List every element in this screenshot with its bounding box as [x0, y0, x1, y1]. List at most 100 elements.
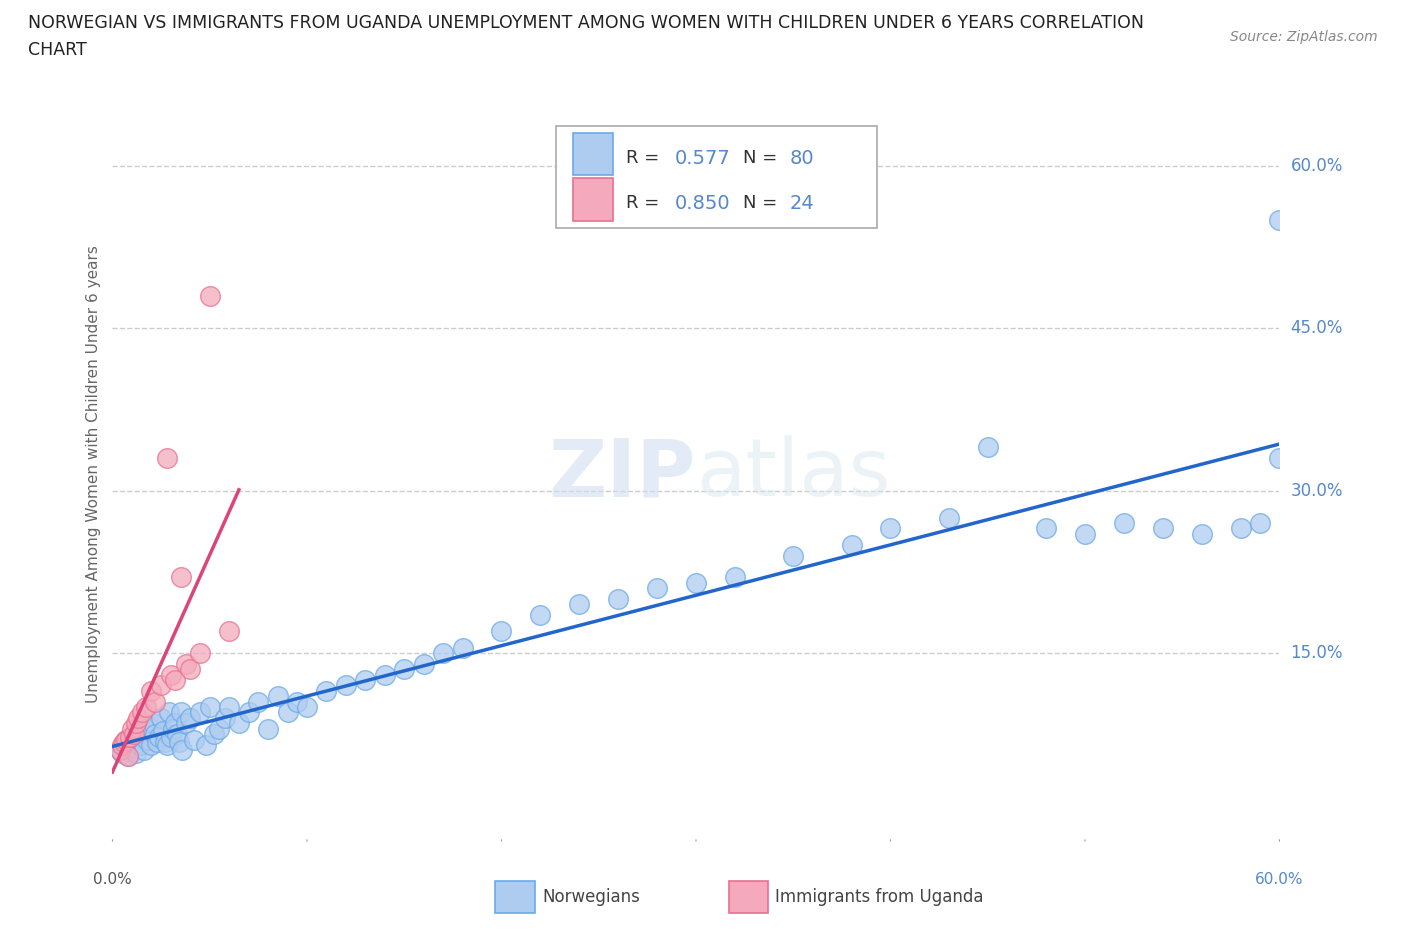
Point: [156, 737, 179, 752]
Point: [122, 730, 145, 745]
Point: [115, 732, 138, 747]
Point: [202, 726, 225, 741]
Point: [131, 724, 153, 738]
Text: NORWEGIAN VS IMMIGRANTS FROM UGANDA UNEMPLOYMENT AMONG WOMEN WITH CHILDREN UNDER: NORWEGIAN VS IMMIGRANTS FROM UGANDA UNEM…: [28, 14, 1144, 32]
Point: [1268, 451, 1291, 466]
Point: [879, 521, 901, 536]
Point: [782, 548, 804, 563]
Text: 0.577: 0.577: [675, 149, 731, 167]
Point: [143, 694, 166, 709]
FancyBboxPatch shape: [728, 882, 768, 913]
Point: [118, 735, 141, 750]
Point: [111, 737, 134, 752]
Y-axis label: Unemployment Among Women with Children Under 6 years: Unemployment Among Women with Children U…: [86, 246, 101, 703]
Point: [529, 607, 551, 622]
Point: [645, 580, 668, 595]
Point: [194, 737, 217, 752]
Point: [166, 726, 188, 741]
Point: [188, 705, 211, 720]
Point: [160, 730, 183, 745]
Text: 60.0%: 60.0%: [1256, 871, 1303, 886]
Text: Norwegians: Norwegians: [541, 888, 640, 906]
Point: [163, 672, 186, 687]
Point: [112, 735, 135, 750]
Point: [146, 735, 169, 750]
Text: 0.0%: 0.0%: [93, 871, 132, 886]
Point: [1035, 521, 1057, 536]
Point: [125, 745, 148, 760]
FancyBboxPatch shape: [555, 126, 877, 228]
Point: [607, 591, 630, 606]
Point: [138, 719, 160, 734]
Point: [247, 694, 270, 709]
Point: [685, 575, 707, 590]
Text: CHART: CHART: [28, 41, 87, 59]
FancyBboxPatch shape: [574, 133, 613, 176]
Point: [167, 735, 190, 750]
Point: [118, 730, 141, 745]
Point: [267, 689, 290, 704]
Point: [1074, 526, 1097, 541]
Point: [157, 705, 180, 720]
Point: [238, 705, 260, 720]
Point: [163, 716, 186, 731]
Point: [176, 716, 198, 731]
Point: [156, 451, 179, 466]
Point: [257, 722, 280, 737]
Point: [295, 699, 318, 714]
Point: [183, 732, 205, 747]
Point: [1191, 526, 1213, 541]
Point: [141, 684, 163, 698]
Text: 45.0%: 45.0%: [1291, 319, 1343, 338]
Point: [315, 684, 337, 698]
Point: [117, 749, 139, 764]
Point: [121, 741, 143, 756]
Point: [198, 288, 221, 303]
Point: [150, 711, 173, 725]
Point: [841, 538, 863, 552]
Point: [143, 726, 166, 741]
Point: [432, 645, 454, 660]
Point: [110, 743, 132, 758]
Point: [152, 724, 174, 738]
Text: 24: 24: [789, 193, 814, 213]
Point: [176, 657, 198, 671]
Text: 30.0%: 30.0%: [1291, 482, 1343, 499]
Text: R =: R =: [626, 149, 665, 167]
Point: [218, 699, 240, 714]
Point: [335, 678, 357, 693]
Point: [938, 511, 960, 525]
Point: [117, 749, 139, 764]
Point: [148, 730, 170, 745]
Text: 15.0%: 15.0%: [1291, 644, 1343, 662]
Point: [228, 716, 250, 731]
Point: [128, 737, 150, 752]
Point: [131, 705, 153, 720]
Point: [374, 667, 396, 682]
Text: atlas: atlas: [696, 435, 890, 513]
Text: 80: 80: [789, 149, 814, 167]
Text: Immigrants from Uganda: Immigrants from Uganda: [775, 888, 984, 906]
Point: [724, 570, 747, 585]
Point: [153, 735, 176, 750]
Text: Source: ZipAtlas.com: Source: ZipAtlas.com: [1230, 30, 1378, 44]
Point: [276, 705, 298, 720]
Point: [135, 722, 157, 737]
Point: [115, 732, 138, 747]
Point: [127, 726, 149, 741]
Point: [172, 743, 194, 758]
Text: R =: R =: [626, 194, 665, 212]
Point: [354, 672, 377, 687]
FancyBboxPatch shape: [574, 178, 613, 220]
Text: 60.0%: 60.0%: [1291, 157, 1343, 175]
Point: [121, 722, 143, 737]
Point: [218, 624, 240, 639]
Text: 0.850: 0.850: [675, 193, 731, 213]
Point: [1229, 521, 1251, 536]
Point: [214, 711, 236, 725]
FancyBboxPatch shape: [495, 882, 534, 913]
Point: [136, 732, 159, 747]
Point: [142, 716, 165, 731]
Point: [198, 699, 221, 714]
Point: [976, 440, 998, 455]
